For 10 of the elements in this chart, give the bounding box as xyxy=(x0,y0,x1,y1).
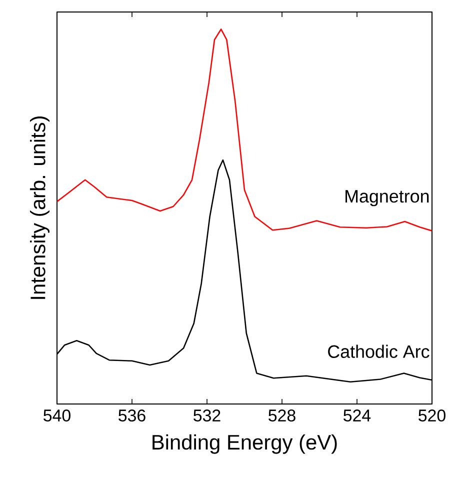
x-tick-label: 520 xyxy=(418,410,446,422)
x-tick-label: 528 xyxy=(268,410,296,422)
series-label: Magnetron xyxy=(346,190,429,206)
x-tick-label: 536 xyxy=(118,410,146,422)
y-axis-title: Intensity (arb. units) xyxy=(30,116,50,299)
x-tick-label: 524 xyxy=(344,410,371,422)
x-tick-label: 540 xyxy=(44,410,70,422)
x-axis-title: Binding Energy (eV) xyxy=(152,434,337,454)
x-tick-label: 532 xyxy=(194,410,220,422)
series-label: Cathodic Arc xyxy=(328,344,430,358)
